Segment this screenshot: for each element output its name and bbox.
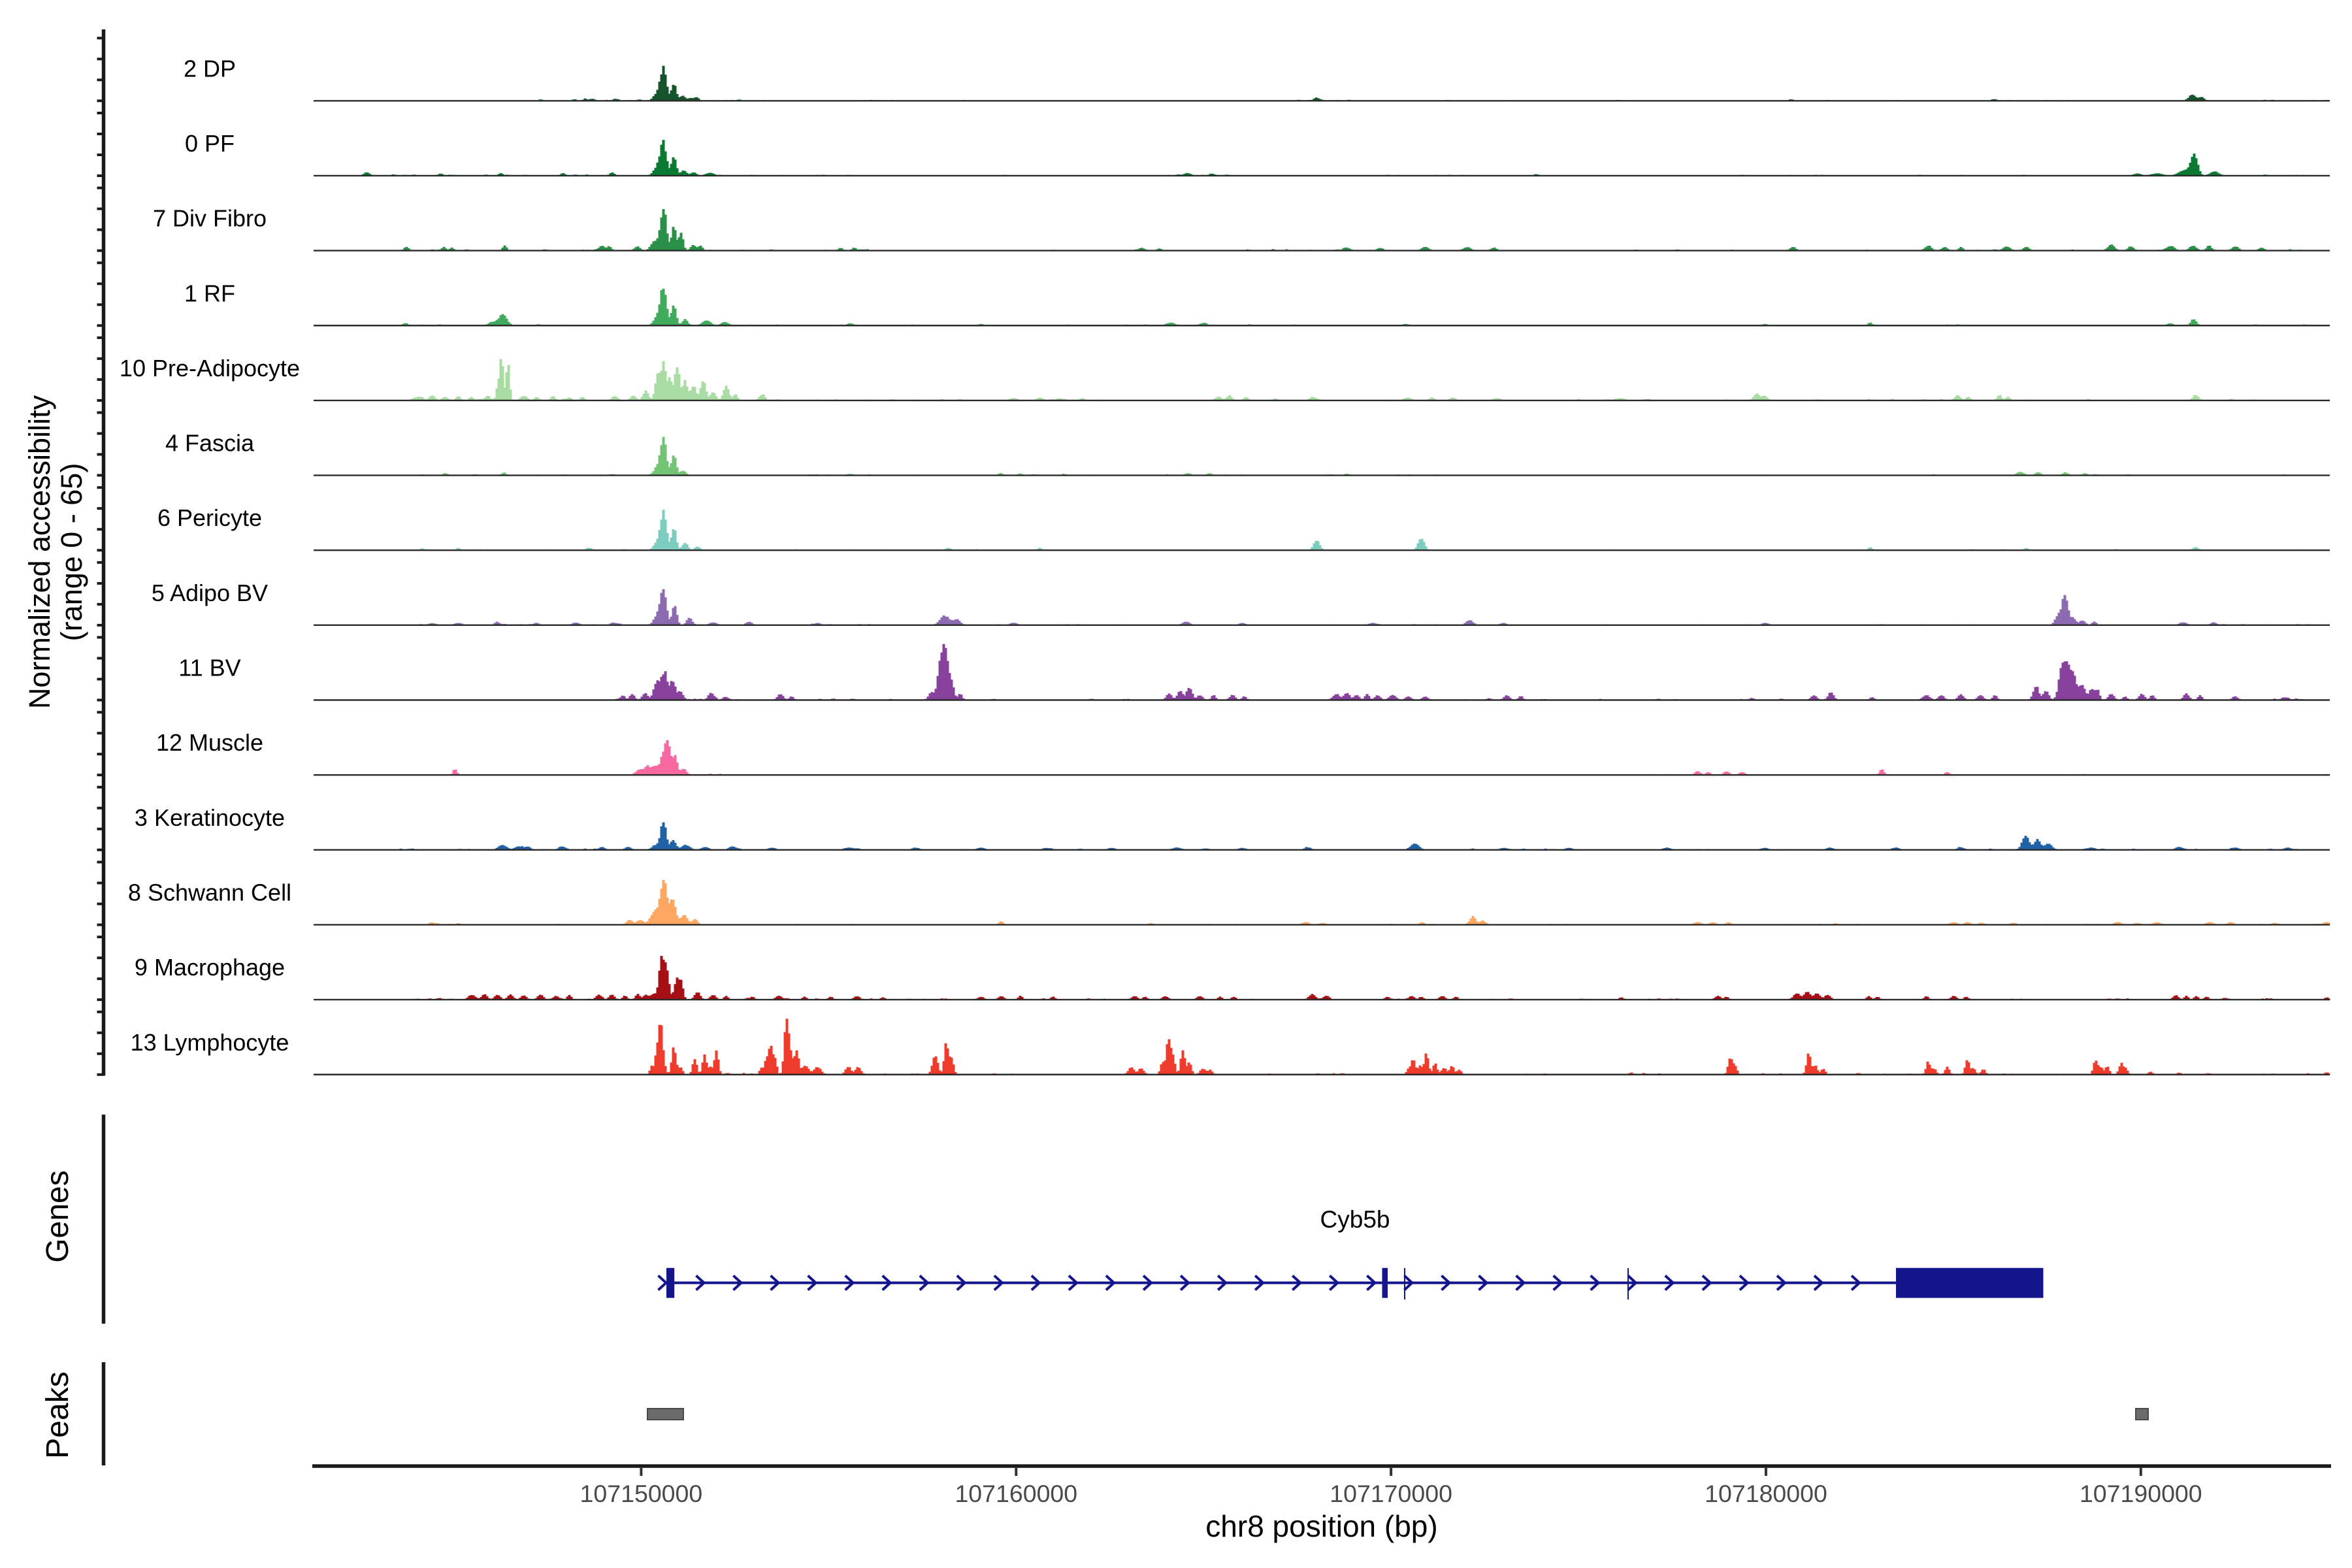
svg-text:9 Macrophage: 9 Macrophage [135, 954, 285, 981]
svg-text:107190000: 107190000 [2080, 1480, 2202, 1507]
svg-text:3 Keratinocyte: 3 Keratinocyte [135, 804, 285, 831]
svg-text:107170000: 107170000 [1330, 1480, 1452, 1507]
svg-text:Cyb5b: Cyb5b [1320, 1206, 1390, 1233]
svg-text:2 DP: 2 DP [184, 55, 236, 82]
svg-text:0 PF: 0 PF [185, 130, 235, 157]
svg-text:8 Schwann Cell: 8 Schwann Cell [128, 879, 291, 906]
svg-text:6 Pericyte: 6 Pericyte [157, 504, 262, 531]
svg-text:1 RF: 1 RF [184, 280, 235, 306]
svg-text:7 Div Fibro: 7 Div Fibro [153, 205, 267, 232]
svg-text:Peaks: Peaks [41, 1371, 75, 1458]
svg-text:13 Lymphocyte: 13 Lymphocyte [131, 1029, 289, 1056]
svg-text:107150000: 107150000 [580, 1480, 703, 1507]
svg-text:5 Adipo BV: 5 Adipo BV [152, 580, 268, 606]
svg-text:4 Fascia: 4 Fascia [165, 430, 255, 457]
svg-text:11 BV: 11 BV [178, 655, 240, 681]
svg-text:12 Muscle: 12 Muscle [156, 729, 263, 756]
svg-text:10 Pre-Adipocyte: 10 Pre-Adipocyte [120, 355, 300, 382]
svg-text:Genes: Genes [41, 1170, 75, 1262]
svg-text:107180000: 107180000 [1705, 1480, 1827, 1507]
svg-text:Normalized accessibility: Normalized accessibility [23, 395, 56, 709]
svg-text:107160000: 107160000 [955, 1480, 1077, 1507]
svg-text:chr8 position (bp): chr8 position (bp) [1205, 1509, 1437, 1543]
svg-text:(range 0 - 65): (range 0 - 65) [55, 463, 88, 642]
